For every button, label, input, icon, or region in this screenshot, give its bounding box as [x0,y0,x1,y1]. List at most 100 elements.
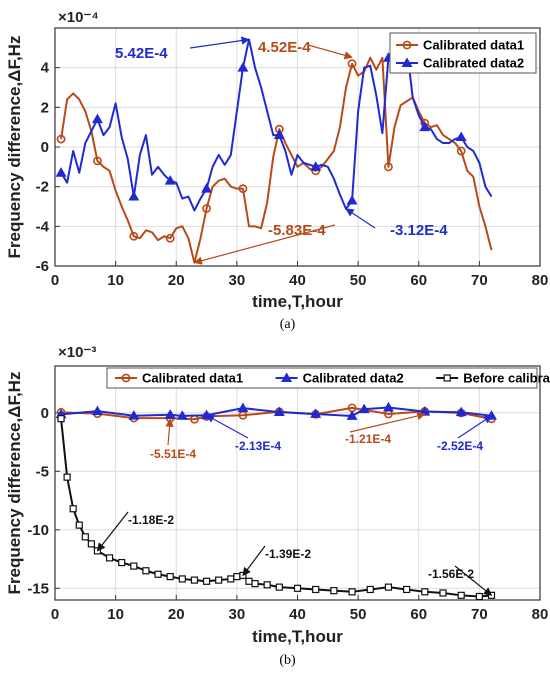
data-point [456,146,466,156]
legend-entry-label: Calibrated data2 [423,56,524,71]
y-tick-label: 2 [41,99,49,116]
legend-entry-label: Before calibration [463,371,550,386]
y-tick-label: -4 [36,218,50,235]
data-point [105,554,114,562]
x-tick-label: 40 [289,606,306,623]
legend-swatch-marker [443,374,451,382]
data-point [251,580,259,588]
data-point [358,403,370,414]
x-tick-label: 10 [107,272,124,289]
data-point [56,134,66,144]
y-axis-exponent: ×10⁻³ [58,344,96,361]
x-tick-label: 70 [471,606,488,623]
annotation-label: -2.13E-4 [235,439,281,453]
data-point [293,584,302,592]
x-tick-label: 20 [168,272,185,289]
x-tick-label: 0 [51,606,59,623]
annotation: -1.21E-4 [345,411,426,446]
data-point [215,576,223,584]
legend-swatch-marker [121,373,131,383]
data-point [348,588,356,596]
y-axis-label: Frequency difference,ΔF,Hz [5,372,24,595]
data-point [439,589,447,597]
series-before-calibration [57,415,496,601]
annotation-arrow [165,418,174,446]
legend-swatch-marker [401,57,413,67]
data-point [366,585,374,594]
annotation: -3.12E-4 [345,208,448,239]
data-point [63,473,71,481]
y-tick-label: 4 [41,60,50,77]
x-tick-label: 80 [532,606,549,623]
legend-swatch-marker [281,372,293,382]
data-point [130,562,138,570]
annotation: 5.42E-4 [115,36,250,62]
annotation-label: -1.56E-2 [428,567,474,581]
y-tick-label: -5 [36,463,49,480]
annotation-arrow [205,414,249,439]
legend-box [389,32,537,74]
x-tick-label: 30 [229,606,246,623]
data-point [57,415,65,423]
x-tick-label: 70 [471,272,488,289]
annotation: -2.13E-4 [205,414,281,453]
annotation-label: -5.83E-4 [268,222,326,239]
data-point [237,402,249,413]
annotation: -5.83E-4 [193,222,336,265]
annotation-label: -1.21E-4 [345,432,391,446]
data-point [475,592,483,601]
data-point [164,409,176,419]
data-point [178,575,186,583]
annotation-arrow [457,415,493,439]
data-point [69,505,77,513]
legend-box [106,367,538,389]
annotation: -2.52E-4 [437,415,493,453]
data-point [87,540,95,548]
annotation-arrow [193,224,336,265]
y-tick-label: 0 [41,405,49,422]
annotation: -1.39E-2 [242,545,311,577]
data-point [128,190,140,201]
data-point [55,167,67,177]
legend: Calibrated data1 Calibrated data2 Before c… [106,367,550,389]
data-point [421,588,429,596]
data-point [273,406,285,417]
data-point [455,406,467,417]
data-point [263,581,271,589]
annotation-arrow [189,36,250,49]
data-point [166,572,174,581]
legend-entry-label: Calibrated data1 [423,38,524,53]
data-point [128,410,140,420]
x-tick-label: 20 [168,606,185,623]
data-point [237,62,249,72]
data-point [419,121,431,132]
data-point [384,583,393,591]
y-tick-label: -2 [36,179,49,196]
legend-entry-label: Calibrated data2 [303,371,404,386]
data-point [273,129,285,140]
annotation-label: 4.52E-4 [258,39,311,56]
series-calibrated-data2 [55,38,493,212]
data-point [346,410,358,420]
data-point [227,575,235,583]
data-point [190,576,199,584]
chart-panel-a: 0 10 20 30 40 50 60 70 80 -6 -4 -2 0 2 4 ×10⁻⁴ time,T,ho… [5,9,548,332]
x-tick-label: 50 [350,272,367,289]
x-tick-label: 10 [107,606,124,623]
data-point [310,408,322,418]
chart-panel-b: 0 10 20 30 40 50 60 70 80 -15 -10 -5 0 ×10⁻³ time,T,ho… [5,344,550,668]
data-point [202,204,211,213]
data-point [93,156,102,166]
y-tick-label: 0 [41,139,49,156]
data-point [330,587,338,595]
x-tick-label: 40 [289,272,306,289]
y-axis-label: Frequency difference,ΔF,Hz [5,36,24,259]
y-tick-label: -10 [27,522,49,539]
series-calibrated-data1 [56,56,493,264]
series-line [60,56,493,264]
annotation: -5.51E-4 [150,418,196,461]
annotation-arrow [454,565,493,596]
annotation: -1.18E-2 [96,511,174,552]
data-point [91,405,103,416]
x-axis-label: time,T,hour [252,627,343,646]
